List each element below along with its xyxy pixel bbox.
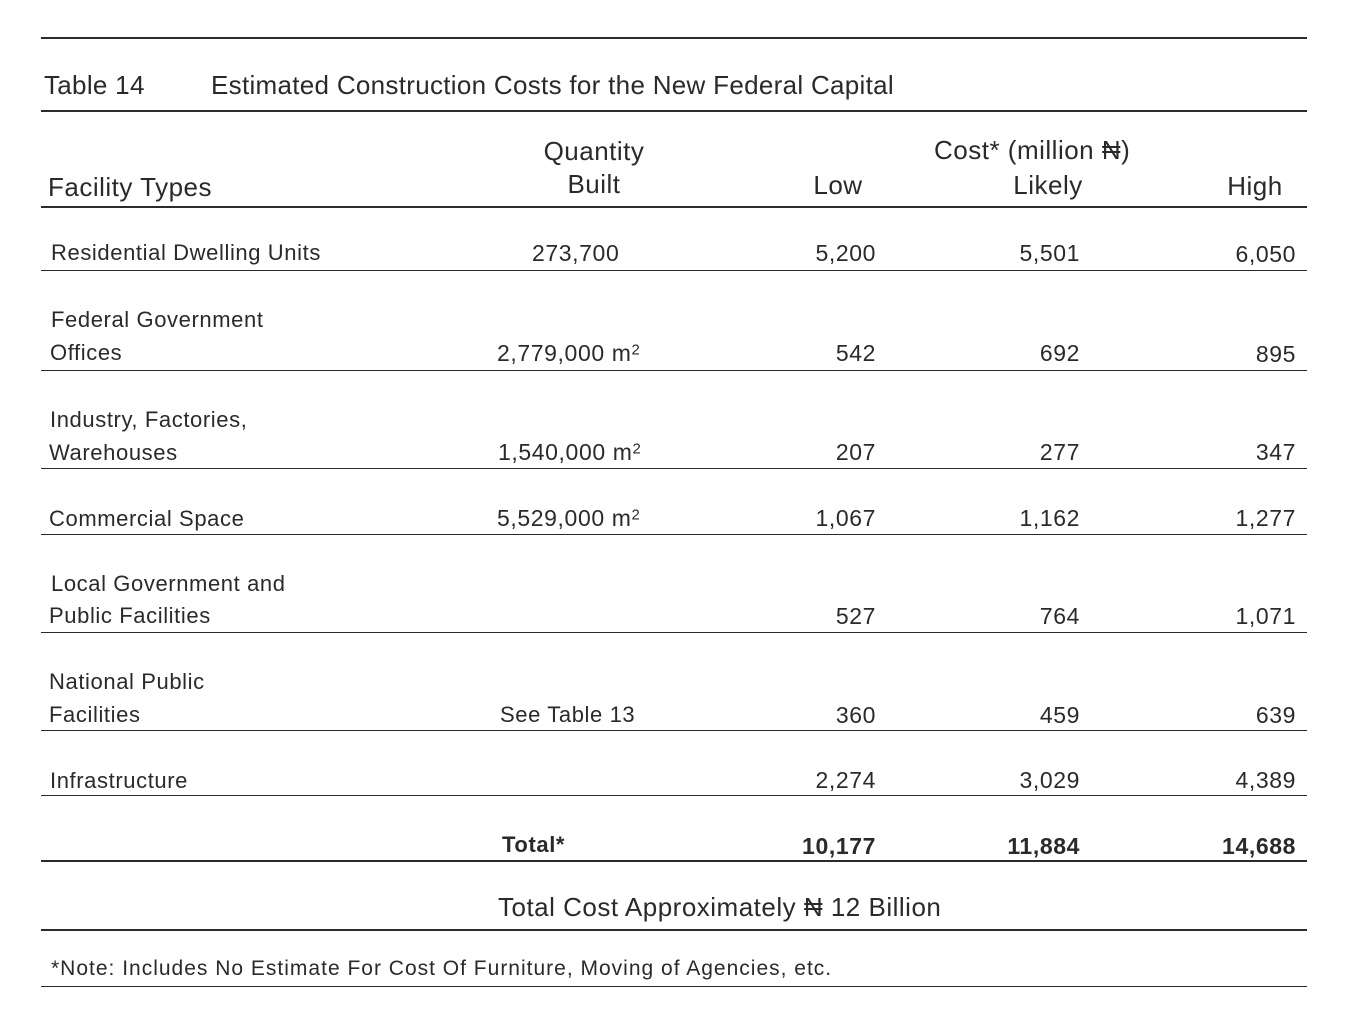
row-5-high: 1,071: [1235, 603, 1296, 629]
summary-rule: [41, 929, 1307, 931]
row-1-facility-line1: Residential Dwelling Units: [51, 240, 321, 265]
row-4-likely: 1,162: [1019, 505, 1080, 531]
row-5-facility-line2: Public Facilities: [49, 603, 211, 628]
header-cost-group: Cost* (million ₦): [934, 135, 1131, 165]
row-3-facility-line2: Warehouses: [49, 440, 178, 465]
row-3-facility-line1: Industry, Factories,: [50, 407, 248, 432]
row-6-facility-line1: National Public: [49, 669, 205, 694]
header-high: High: [1227, 171, 1283, 201]
row-2-quantity: 2,779,000 m2: [497, 340, 641, 366]
row-6-likely: 459: [1039, 702, 1080, 728]
footnote: *Note: Includes No Estimate For Cost Of …: [51, 957, 833, 980]
row-3-likely: 277: [1039, 439, 1080, 465]
header-likely: Likely: [1013, 170, 1083, 200]
row-2-facility-line2: Offices: [50, 340, 123, 365]
row-7-high: 4,389: [1235, 767, 1296, 793]
caption-rule: [41, 110, 1307, 112]
bottom-rule: [41, 986, 1307, 987]
row-3-quantity: 1,540,000 m2: [498, 439, 642, 465]
row-5-rule: [41, 632, 1307, 633]
row-1-quantity: 273,700: [532, 240, 620, 266]
row-6-rule: [41, 730, 1307, 731]
row-2-low: 542: [835, 340, 876, 366]
row-5-low: 527: [835, 603, 876, 629]
row-2-likely: 692: [1039, 340, 1080, 366]
row-1-likely: 5,501: [1019, 240, 1080, 266]
row-6-low: 360: [835, 702, 876, 728]
row-4-low: 1,067: [815, 505, 876, 531]
row-7-rule: [41, 795, 1307, 796]
row-6-facility-line2: Facilities: [49, 702, 141, 727]
row-7-likely: 3,029: [1019, 767, 1080, 793]
row-2-facility-line1: Federal Government: [51, 307, 264, 332]
row-5-facility-line1: Local Government and: [51, 571, 286, 596]
total-cost-summary: Total Cost Approximately ₦ 12 Billion: [498, 892, 942, 922]
header-rule: [41, 206, 1307, 208]
row-7-facility-line1: Infrastructure: [50, 768, 189, 793]
row-2-high: 895: [1255, 341, 1296, 367]
total-low: 10,177: [802, 833, 876, 859]
total-high: 14,688: [1222, 833, 1296, 859]
header-quantity-line1: Quantity: [543, 136, 645, 166]
row-4-high: 1,277: [1235, 505, 1296, 531]
header-quantity-line2: Built: [567, 169, 621, 199]
row-7-low: 2,274: [815, 767, 876, 793]
header-low: Low: [813, 170, 863, 200]
row-4-facility-line1: Commercial Space: [49, 506, 245, 531]
row-3-high: 347: [1255, 439, 1296, 465]
row-4-quantity: 5,529,000 m2: [497, 505, 641, 531]
total-likely: 11,884: [1007, 833, 1080, 859]
header-facility-types: Facility Types: [48, 172, 213, 202]
row-1-low: 5,200: [815, 240, 876, 266]
table-label: Table 14: [44, 70, 145, 100]
table-title: Estimated Construction Costs for the New…: [211, 70, 894, 100]
row-2-rule: [41, 370, 1307, 371]
row-6-high: 639: [1255, 702, 1296, 728]
total-label: Total*: [502, 832, 566, 857]
row-1-high: 6,050: [1235, 241, 1296, 267]
row-6-quantity: See Table 13: [500, 702, 636, 727]
top-rule: [41, 37, 1307, 39]
row-1-rule: [41, 270, 1307, 271]
total-rule: [41, 860, 1307, 862]
row-3-low: 207: [835, 439, 876, 465]
row-3-rule: [41, 468, 1307, 469]
row-4-rule: [41, 534, 1307, 535]
row-5-likely: 764: [1039, 603, 1080, 629]
